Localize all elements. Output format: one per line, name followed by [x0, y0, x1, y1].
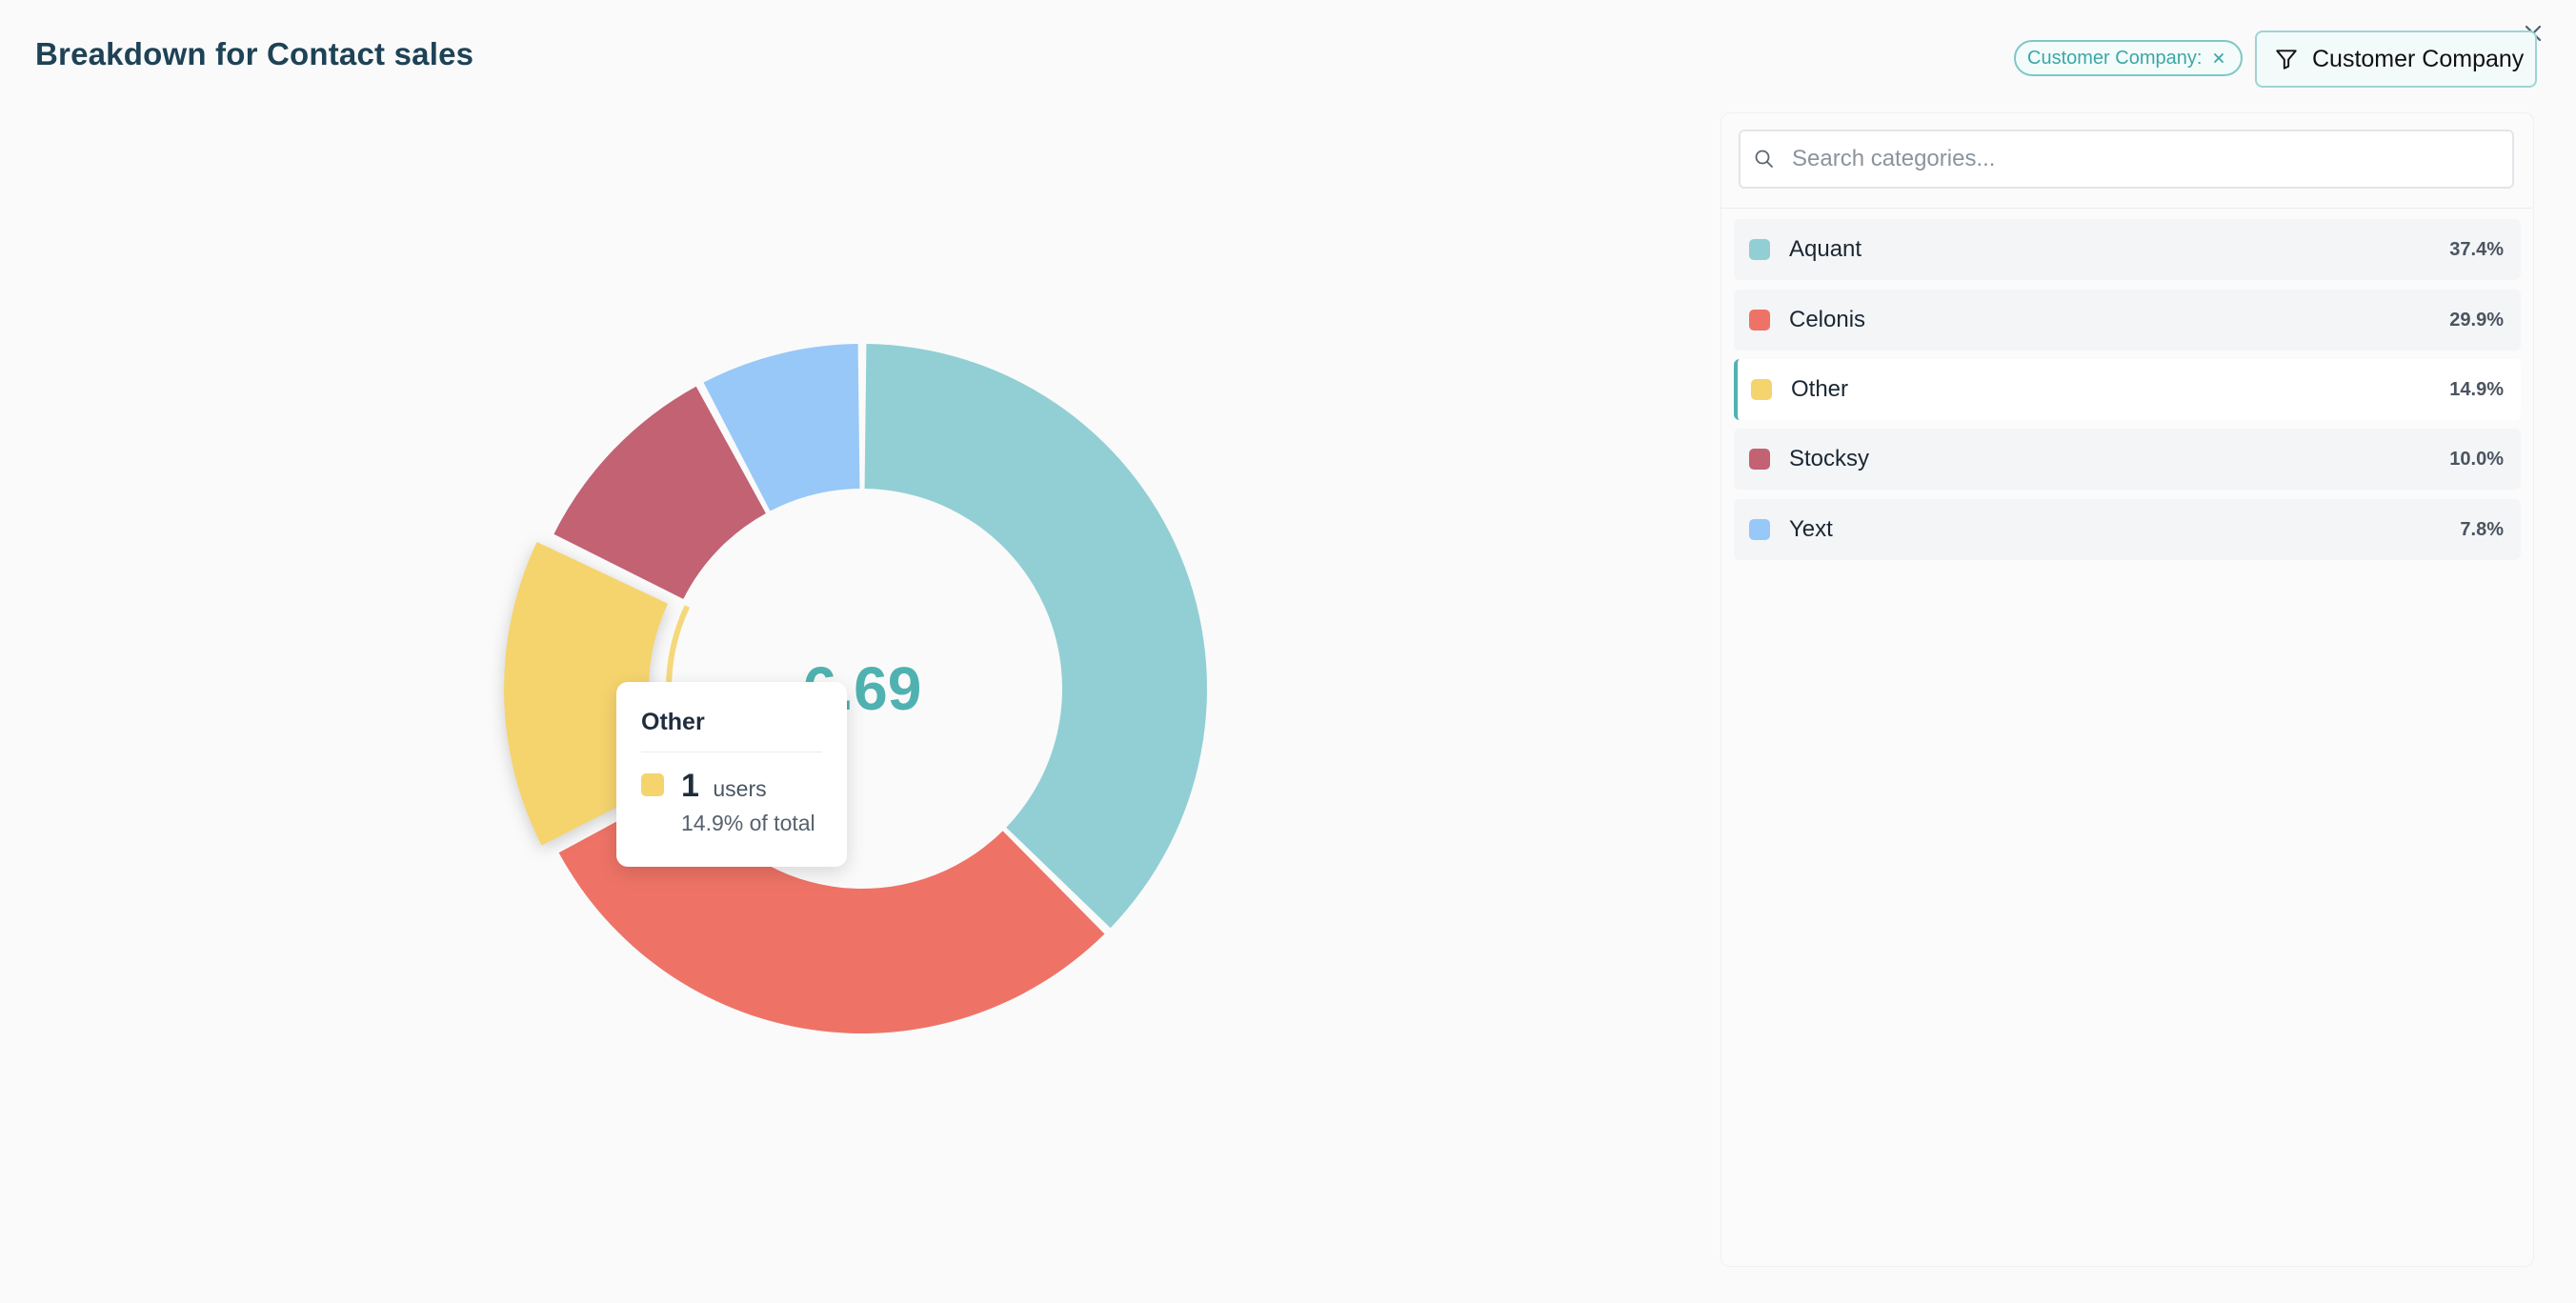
legend-item-stocksy[interactable]: Stocksy 10.0%: [1734, 429, 2521, 490]
tooltip-value: 1: [681, 768, 699, 804]
legend-swatch: [1751, 379, 1772, 400]
chip-remove-button[interactable]: [2213, 52, 2224, 64]
legend-percent: 7.8%: [2460, 518, 2504, 540]
donut-slice-yext[interactable]: [703, 344, 860, 511]
legend-percent: 37.4%: [2449, 238, 2504, 260]
legend-label: Other: [1791, 376, 1849, 402]
legend-percent: 10.0%: [2449, 448, 2504, 470]
chart-tooltip: Other 1 users 14.9% of total: [616, 682, 847, 867]
tooltip-unit: users: [713, 776, 767, 801]
legend-percent: 29.9%: [2449, 309, 2504, 331]
legend-item-other[interactable]: Other 14.9%: [1734, 359, 2521, 420]
filter-icon: [2274, 47, 2299, 71]
tooltip-percent: 14.9% of total: [681, 811, 815, 835]
filter-button-label: Customer Company: [2312, 45, 2525, 72]
legend-swatch: [1749, 449, 1770, 470]
legend-item-aquant[interactable]: Aquant 37.4%: [1734, 219, 2521, 280]
page-title: Breakdown for Contact sales: [35, 36, 474, 71]
legend-swatch: [1749, 239, 1770, 260]
category-panel: [1721, 112, 2534, 1267]
legend-label: Celonis: [1789, 307, 1866, 332]
search-field[interactable]: [1739, 130, 2514, 189]
legend-label: Aquant: [1789, 236, 1862, 262]
legend-label: Stocksy: [1789, 446, 1870, 471]
active-filter-chip[interactable]: Customer Company:: [2014, 40, 2243, 76]
tooltip-title: Other: [641, 709, 822, 752]
legend-item-celonis[interactable]: Celonis 29.9%: [1734, 290, 2521, 351]
filter-chip-label: Customer Company:: [2027, 47, 2203, 69]
filter-dropdown-button[interactable]: Customer Company: [2255, 30, 2537, 88]
donut-chart-svg: 6.69: [504, 344, 1207, 1033]
tooltip-color-swatch: [641, 773, 664, 796]
donut-slice-aquant[interactable]: [864, 344, 1207, 929]
close-icon: [2214, 53, 2224, 63]
legend-swatch: [1749, 519, 1770, 540]
donut-chart: 6.69: [476, 324, 1258, 1067]
panel-divider: [1721, 208, 2532, 209]
legend-swatch: [1749, 310, 1770, 331]
legend-label: Yext: [1789, 516, 1833, 542]
legend-item-yext[interactable]: Yext 7.8%: [1734, 499, 2521, 560]
legend-percent: 14.9%: [2449, 378, 2504, 400]
search-icon: [1754, 149, 1775, 170]
donut-slice-stocksy[interactable]: [553, 386, 766, 599]
search-input[interactable]: [1790, 145, 2461, 173]
